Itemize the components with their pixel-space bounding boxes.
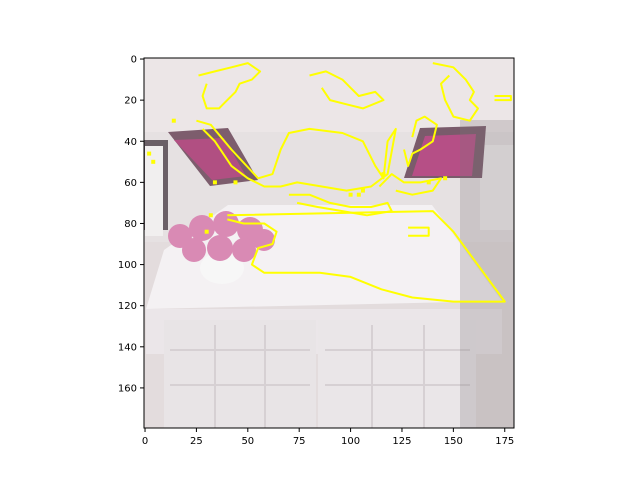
- contour-dot: [348, 192, 353, 197]
- y-tick-label: 20: [124, 96, 137, 107]
- y-tick-label: 80: [124, 219, 137, 230]
- y-tick-label: 100: [118, 260, 137, 271]
- x-axis: 0 25 50 75 100 125 150 175: [142, 428, 514, 447]
- y-tick-label: 0: [131, 55, 137, 66]
- contour-cushion-right: [403, 115, 438, 167]
- contour-overlay: [147, 62, 512, 303]
- contour-dot: [356, 192, 361, 197]
- contour-right-small: [494, 95, 512, 102]
- x-tick-label: 0: [142, 436, 148, 447]
- contour-dot: [443, 176, 448, 181]
- contour-dot: [360, 188, 365, 193]
- contour-dot: [151, 159, 156, 164]
- x-tick-label: 75: [293, 436, 306, 447]
- y-tick-label: 120: [118, 301, 137, 312]
- y-tick-label: 140: [118, 342, 137, 353]
- contour-dot: [381, 172, 386, 177]
- contour-dot: [233, 180, 238, 185]
- contour-lamp: [196, 119, 397, 192]
- contour-dot: [171, 118, 176, 123]
- contour-middle-edges: [378, 173, 442, 196]
- y-tick-label: 40: [124, 137, 137, 148]
- y-tick-label: 160: [118, 383, 137, 394]
- x-tick-label: 100: [341, 436, 360, 447]
- contour-table-top: [227, 210, 506, 303]
- contour-lower-edge: [288, 193, 393, 217]
- ottoman-left: [164, 320, 316, 428]
- vase: [200, 252, 244, 284]
- x-tick-label: 150: [444, 436, 463, 447]
- x-tick-label: 175: [495, 436, 514, 447]
- contour-top-middle-cluster: [309, 70, 385, 110]
- contour-table-notch: [408, 226, 430, 237]
- x-tick-label: 125: [392, 436, 411, 447]
- contour-dot: [208, 213, 213, 218]
- contour-dot: [426, 180, 431, 185]
- x-tick-label: 50: [241, 436, 254, 447]
- y-tick-label: 60: [124, 178, 137, 189]
- photo-image: [144, 58, 514, 428]
- contour-dot: [147, 151, 152, 156]
- contour-dot: [212, 180, 217, 185]
- contour-dot: [204, 229, 209, 234]
- contour-top-right-cluster: [432, 62, 479, 122]
- x-tick-label: 25: [190, 436, 203, 447]
- y-axis: 0 20 40 60 80 100 120 140 160: [118, 55, 144, 394]
- contour-top-left-cluster: [198, 62, 262, 110]
- plot-frame: [143, 57, 515, 429]
- ottoman-right: [318, 320, 476, 428]
